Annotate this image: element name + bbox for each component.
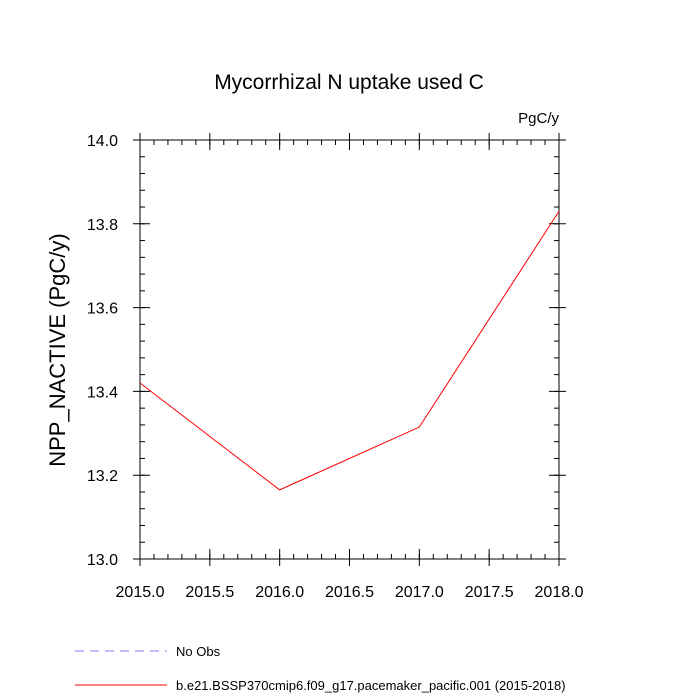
x-tick-label: 2015.0 — [116, 584, 165, 601]
x-tick-label: 2017.0 — [395, 584, 444, 601]
x-tick-label: 2017.5 — [465, 584, 514, 601]
series-layer — [139, 210, 560, 491]
x-tick-label: 2018.0 — [535, 584, 584, 601]
y-tick-labels: 13.0 13.2 13.4 13.6 13.8 14.0 — [87, 133, 118, 569]
y-tick-label: 13.2 — [87, 468, 118, 485]
y-tick-label: 14.0 — [87, 133, 118, 150]
x-tick-label: 2015.5 — [185, 584, 234, 601]
x-tick-label: 2016.0 — [255, 584, 304, 601]
x-tick-label: 2016.5 — [325, 584, 374, 601]
plot-frame — [139, 139, 560, 560]
legend: No Obs b.e21.BSSP370cmip6.f09_g17.pacemak… — [75, 644, 566, 693]
units-label: PgC/y — [518, 110, 559, 127]
series-line — [139, 210, 560, 491]
major-ticks — [133, 133, 566, 566]
chart-title: Mycorrhizal N uptake used C — [214, 71, 484, 94]
legend-label: b.e21.BSSP370cmip6.f09_g17.pacemaker_pac… — [176, 678, 566, 693]
x-tick-labels: 2015.0 2015.5 2016.0 2016.5 2017.0 2017.5 2018… — [116, 584, 584, 601]
y-axis-label: NPP_NACTIVE (PgC/y) — [45, 233, 70, 467]
y-tick-label: 13.4 — [87, 384, 118, 401]
y-tick-label: 13.0 — [87, 552, 118, 569]
y-tick-label: 13.6 — [87, 301, 118, 318]
minor-ticks — [139, 139, 560, 560]
legend-label: No Obs — [176, 644, 221, 659]
y-tick-label: 13.8 — [87, 217, 118, 234]
